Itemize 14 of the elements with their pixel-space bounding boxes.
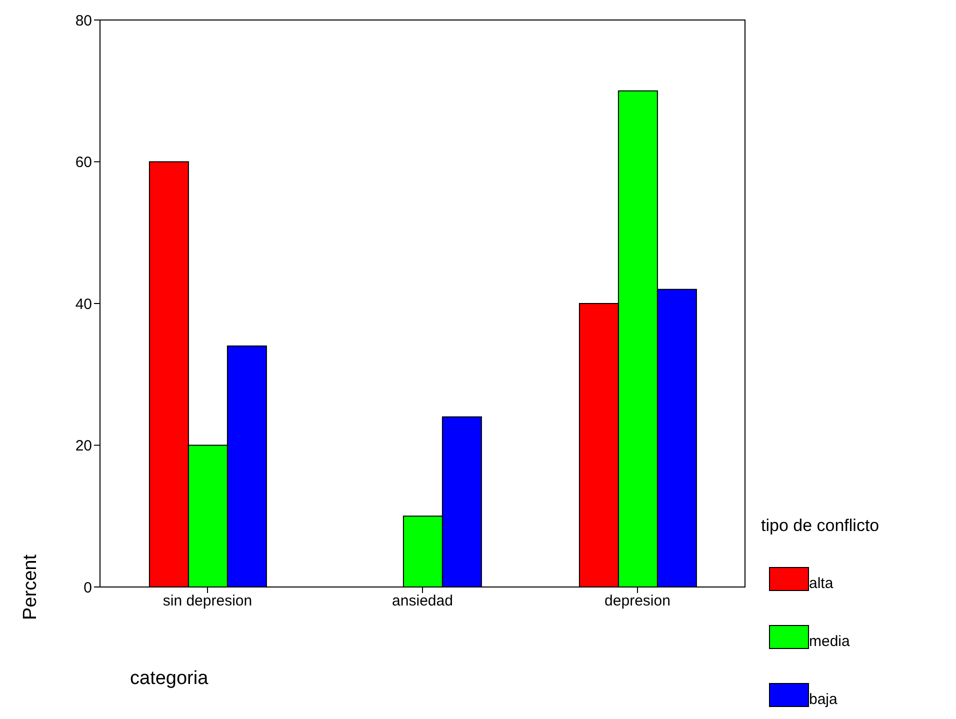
y-tick-label: 20 (75, 438, 92, 455)
x-tick-label: sin depresion (162, 592, 252, 610)
y-tick-label: 40 (75, 296, 92, 313)
x-axis-title: categoria (130, 668, 208, 690)
y-axis-title: Percent (20, 554, 42, 620)
x-tick-label: ansiedad (392, 592, 453, 610)
y-tick-label: 0 (84, 579, 92, 596)
legend-title: tipo de conflicto (761, 516, 880, 536)
x-tick-label: depresion (604, 592, 670, 610)
legend-label: alta (809, 575, 834, 592)
legend-label: baja (809, 691, 838, 708)
y-tick-label: 60 (75, 154, 92, 172)
legend-label: media (809, 633, 850, 650)
y-tick-label: 80 (75, 12, 92, 30)
